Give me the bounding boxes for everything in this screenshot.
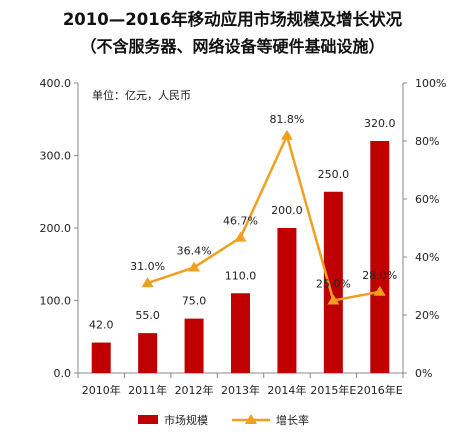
chart-subtitle: （不含服务器、网络设备等硬件基础设施） [80, 37, 385, 56]
y-left-tick-label: 200.0 [40, 222, 72, 235]
y-left-tick-label: 300.0 [40, 150, 72, 163]
bar-value-label: 42.0 [89, 319, 114, 332]
growth-rate-label: 31.0% [130, 260, 165, 273]
y-left-tick-label: 0.0 [54, 367, 72, 380]
x-tick-label: 2014年 [267, 383, 306, 397]
bar-value-label: 250.0 [318, 168, 350, 181]
bar [323, 191, 343, 373]
bar-value-label: 200.0 [271, 204, 303, 217]
y-left-tick-label: 100.0 [40, 295, 72, 308]
growth-rate-marker [373, 285, 386, 296]
bar [231, 293, 250, 373]
unit-note: 单位：亿元，人民币 [92, 88, 191, 102]
bar [184, 318, 204, 373]
y-left-tick-label: 400.0 [40, 77, 72, 90]
bar-value-label: 320.0 [364, 117, 396, 130]
growth-rate-marker [280, 129, 293, 140]
y-right-tick-label: 40% [415, 251, 439, 264]
x-tick-label: 2011年 [128, 383, 167, 397]
growth-rate-marker [327, 294, 340, 305]
growth-rate-line [147, 134, 381, 302]
legend-line-label: 增长率 [276, 413, 309, 427]
x-tick-label: 2016年E [357, 383, 403, 397]
bar [91, 342, 111, 373]
bar [370, 141, 390, 373]
growth-rate-label: 46.7% [223, 215, 258, 228]
y-right-tick-label: 60% [415, 193, 439, 206]
bar-value-label: 75.0 [182, 295, 207, 308]
growth-rate-label: 25.0% [316, 278, 351, 291]
x-tick-label: 2015年E [310, 383, 356, 397]
legend-line-marker [245, 414, 257, 424]
growth-rate-marker [141, 277, 154, 288]
growth-rate-label: 28.0% [362, 269, 397, 282]
y-right-tick-label: 100% [415, 77, 446, 90]
legend-bar-swatch [138, 415, 158, 424]
growth-rate-marker [188, 261, 201, 272]
legend-bar-label: 市场规模 [164, 413, 208, 427]
bar [138, 333, 158, 373]
x-tick-label: 2013年 [221, 383, 260, 397]
growth-rate-marker [234, 231, 247, 242]
bar-value-label: 55.0 [135, 309, 160, 322]
bar-value-label: 110.0 [225, 269, 257, 282]
chart-title: 2010—2016年移动应用市场规模及增长状况 [62, 10, 403, 29]
x-tick-label: 2010年 [82, 383, 121, 397]
y-right-tick-label: 0% [415, 367, 432, 380]
x-tick-label: 2012年 [175, 383, 214, 397]
y-right-tick-label: 80% [415, 135, 439, 148]
y-right-tick-label: 20% [415, 309, 439, 322]
growth-rate-label: 36.4% [177, 244, 212, 257]
bar [277, 228, 297, 373]
growth-rate-label: 81.8% [269, 113, 304, 126]
